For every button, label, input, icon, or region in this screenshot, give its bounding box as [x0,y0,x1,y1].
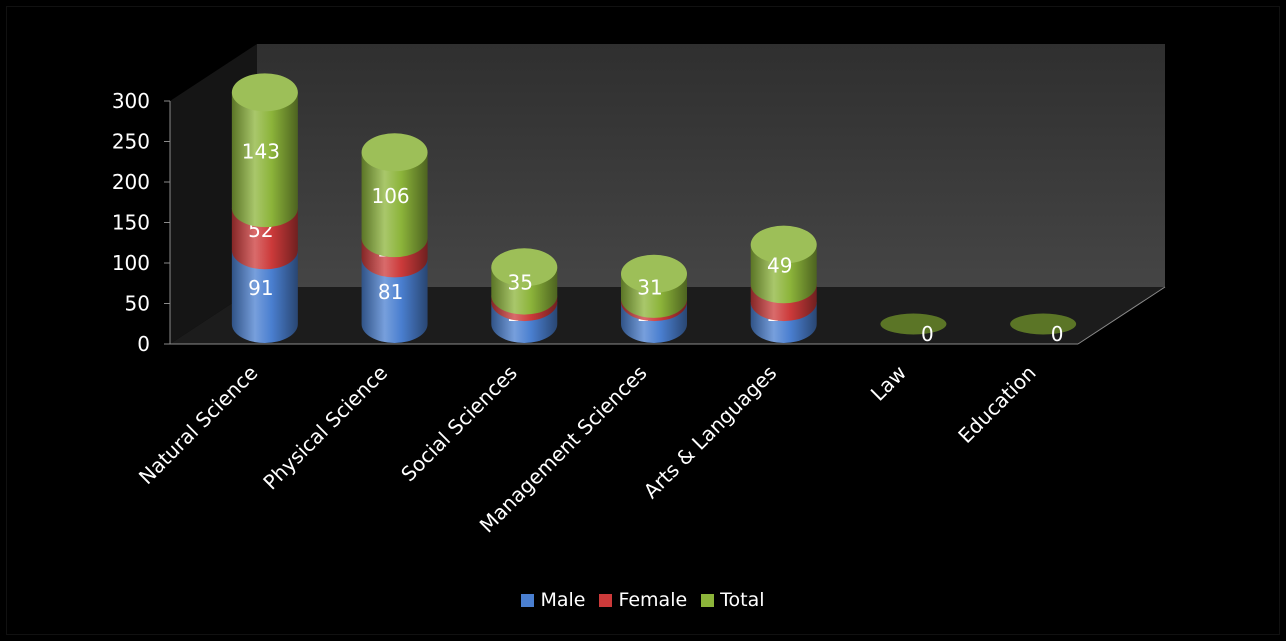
bar-total [361,152,428,258]
category-label: Arts & Languages [639,361,782,504]
bar-top-cap [750,225,817,264]
data-label-total: 143 [242,139,280,163]
bar-male [231,250,298,343]
cylinder-social-sciences: 27835 [491,248,558,343]
cylinder-management-sciences: 27431 [621,254,687,343]
y-tick-label: 150 [112,211,150,235]
data-label-male: 91 [248,276,273,300]
floor-edge-line [1077,286,1166,345]
data-label-total: 106 [371,184,409,208]
y-tick-label: 200 [112,170,150,194]
cylinder-education: 000 [1010,313,1077,346]
bar-total [231,92,298,228]
data-label-total: 35 [508,270,533,294]
y-tick-label: 300 [112,89,150,113]
data-label-total: 49 [767,253,792,277]
legend-label-female: Female [618,589,688,611]
bar-top-cap [491,248,558,287]
data-label-total: 0 [1051,322,1064,346]
y-tick-label: 50 [125,292,150,316]
legend: Male Female Total [0,589,1286,611]
category-label: Education [953,361,1040,448]
empty-bar-disc [1010,313,1077,335]
bar-top-cap [361,133,428,172]
category-label: Natural Science [134,361,262,489]
legend-label-total: Total [720,589,765,611]
data-label-total: 0 [921,322,934,346]
legend-label-male: Male [540,589,586,611]
cylinder-law: 000 [880,313,947,346]
data-label-male: 81 [378,280,403,304]
bar-male [361,258,428,343]
category-label: Physical Science [258,361,392,495]
category-label: Law [866,361,911,406]
bar-top-cap [621,254,687,293]
cylinder-physical-science: 8125106 [361,133,428,343]
legend-swatch-total [701,593,715,607]
legend-item-male: Male [521,589,585,611]
y-tick-label: 0 [137,332,150,356]
empty-bar-disc [880,313,947,335]
legend-item-total: Total [701,589,765,611]
y-tick-label: 250 [112,130,150,154]
legend-swatch-male [521,593,535,607]
legend-swatch-female [599,593,613,607]
y-tick-label: 100 [112,251,150,275]
data-label-total: 31 [637,275,662,299]
category-label: Social Sciences [396,361,522,487]
bar-top-cap [231,73,298,112]
back-wall [257,44,1165,287]
chart-frame [6,6,1280,635]
legend-item-female: Female [599,589,687,611]
cylinder-arts-languages: 272249 [750,225,817,343]
